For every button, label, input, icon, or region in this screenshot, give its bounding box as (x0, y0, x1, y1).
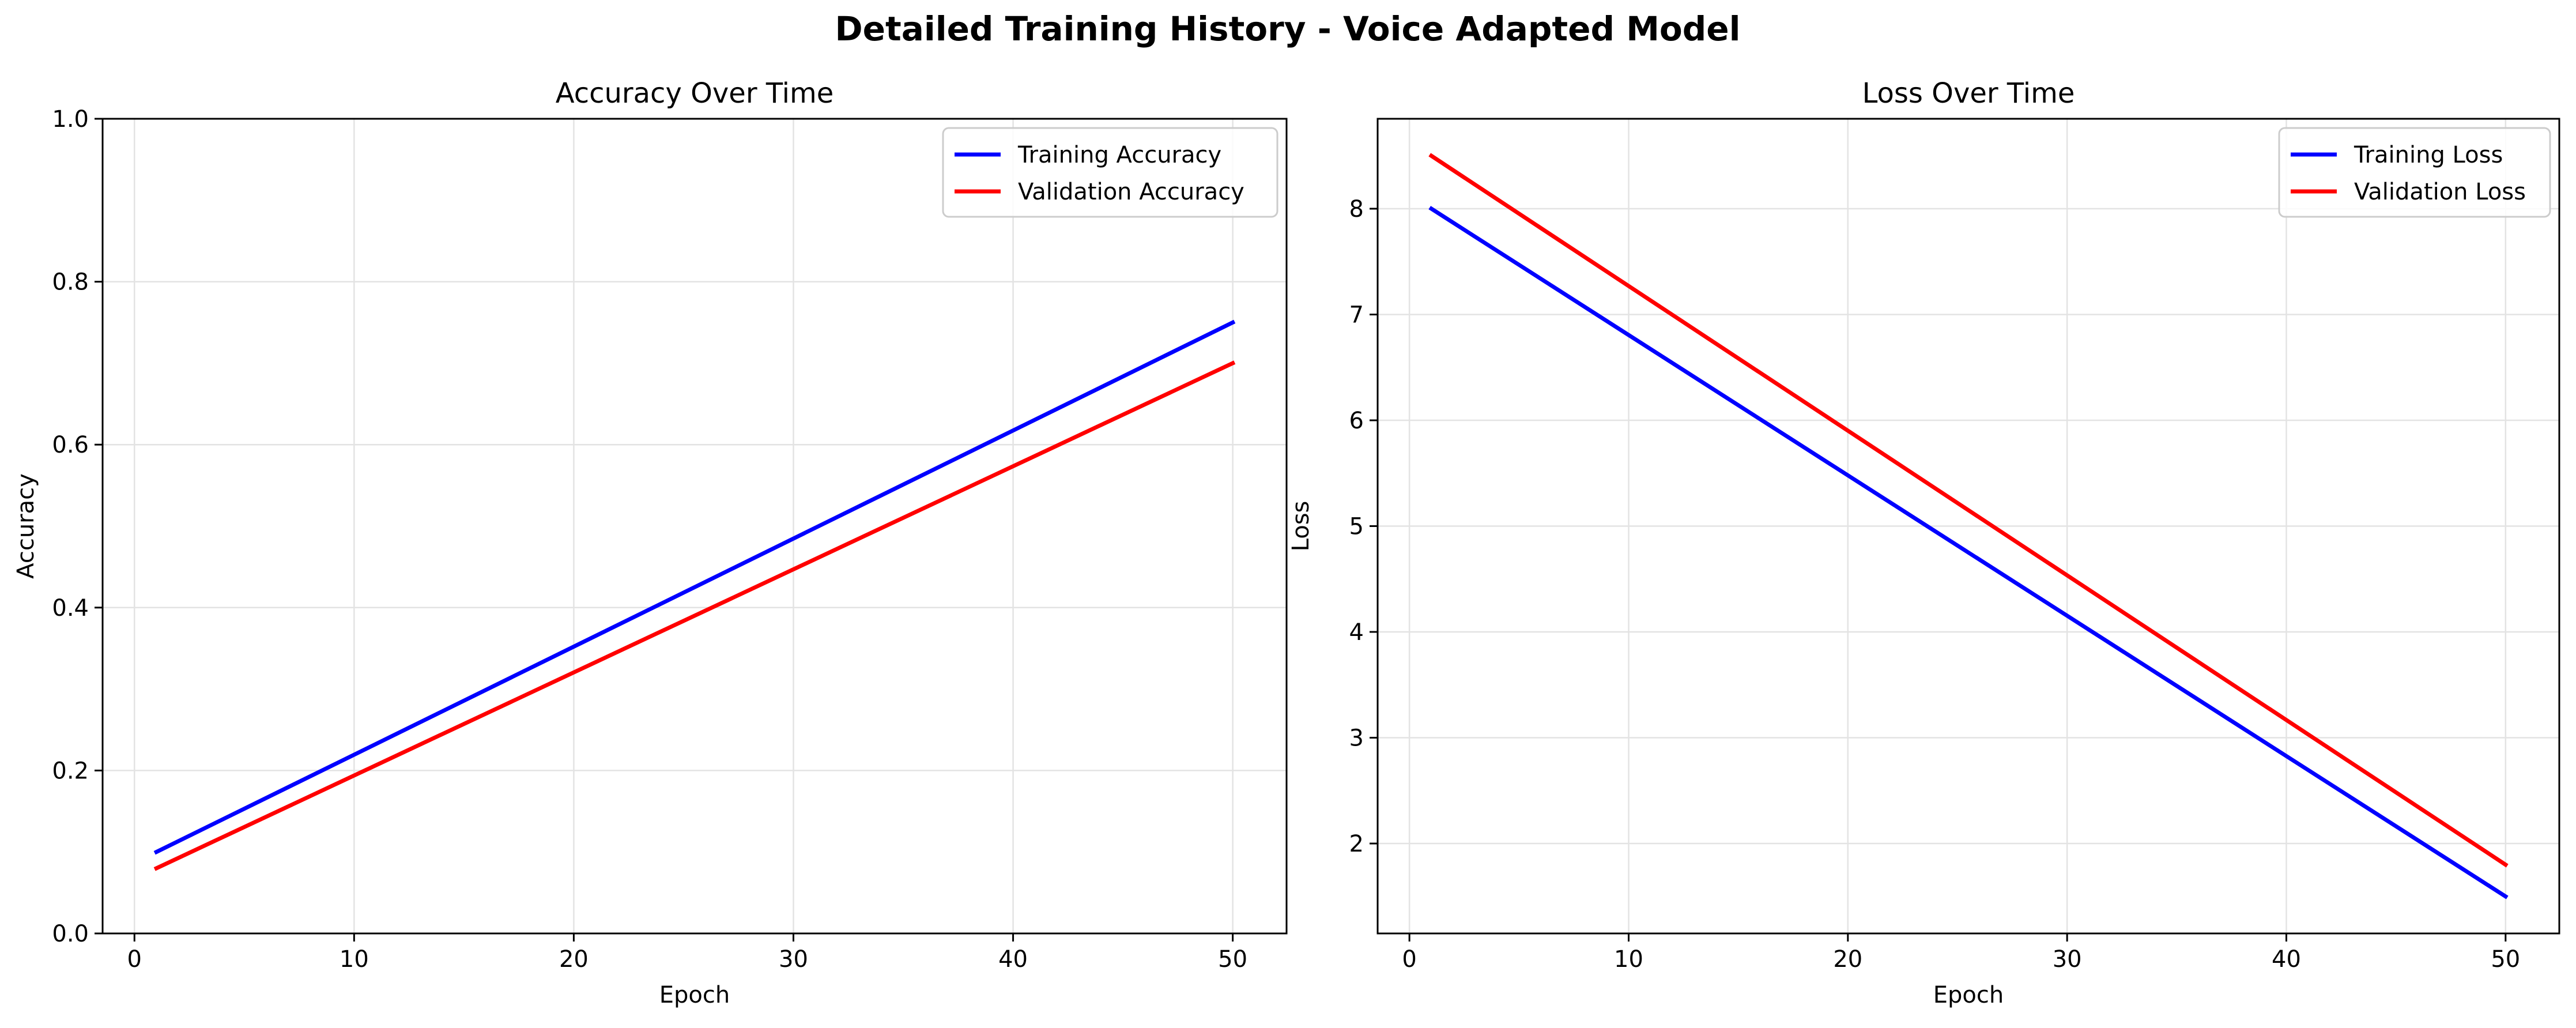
y-tick-label: 7 (1349, 302, 1364, 328)
x-tick-label: 0 (127, 946, 142, 973)
y-tick-label: 0.6 (52, 432, 89, 458)
series-line-1 (153, 360, 1236, 871)
series-line-0 (153, 319, 1236, 855)
x-tick-label: 40 (2272, 946, 2301, 973)
series-line-1 (1428, 153, 2509, 868)
legend-label-1: Validation Loss (2354, 179, 2526, 205)
x-tick-label: 10 (1614, 946, 1643, 973)
y-tick-label: 8 (1349, 196, 1364, 223)
y-tick-label: 0.8 (52, 269, 89, 296)
legend: Training Accuracy Validation Accuracy (942, 127, 1278, 218)
y-tick-label: 1.0 (52, 106, 89, 133)
legend-label-1: Validation Accuracy (1018, 179, 1244, 205)
legend-label-0: Training Loss (2354, 142, 2503, 168)
series-line-0 (1428, 206, 2509, 899)
x-tick-label: 40 (998, 946, 1028, 973)
x-tick-label: 50 (2491, 946, 2520, 973)
x-tick-label: 20 (559, 946, 589, 973)
y-tick-label: 6 (1349, 408, 1364, 434)
y-tick-label: 0.0 (52, 921, 89, 947)
legend-box (942, 127, 1278, 218)
y-tick-label: 0.4 (52, 595, 89, 622)
legend: Training Loss Validation Loss (2278, 127, 2551, 218)
x-tick-label: 30 (779, 946, 808, 973)
x-axis-label: Epoch (659, 982, 730, 1008)
x-tick-label: 0 (1402, 946, 1416, 973)
y-tick-label: 4 (1349, 619, 1364, 646)
axes-frame (101, 118, 1288, 935)
x-tick-label: 30 (2053, 946, 2082, 973)
y-tick-label: 5 (1349, 514, 1364, 540)
legend-label-0: Training Accuracy (1017, 142, 1221, 168)
x-tick-label: 50 (1218, 946, 1247, 973)
x-axis-label: Epoch (1933, 982, 2004, 1008)
subplot-title: Loss Over Time (1862, 77, 2075, 110)
y-axis-label: Accuracy (13, 473, 39, 579)
accuracy-subplot: 0 10 20 30 40 50 0.0 0.2 0.4 0.6 0.8 1.0 Accuracy Ov… (13, 77, 1288, 1008)
x-tick-label: 20 (1833, 946, 1862, 973)
y-tick-label: 3 (1349, 725, 1364, 752)
y-tick-label: 2 (1349, 831, 1364, 857)
x-tick-label: 10 (340, 946, 369, 973)
y-tick-label: 0.2 (52, 758, 89, 784)
y-axis-label: Loss (1288, 501, 1314, 552)
loss-subplot: 0 10 20 30 40 50 2 3 4 5 6 7 8 Loss Over Time Epoch Los… (1288, 77, 2560, 1008)
legend-box (2278, 127, 2551, 218)
subplot-title: Accuracy Over Time (556, 77, 834, 110)
figure-title: Detailed Training History - Voice Adapte… (835, 9, 1740, 48)
